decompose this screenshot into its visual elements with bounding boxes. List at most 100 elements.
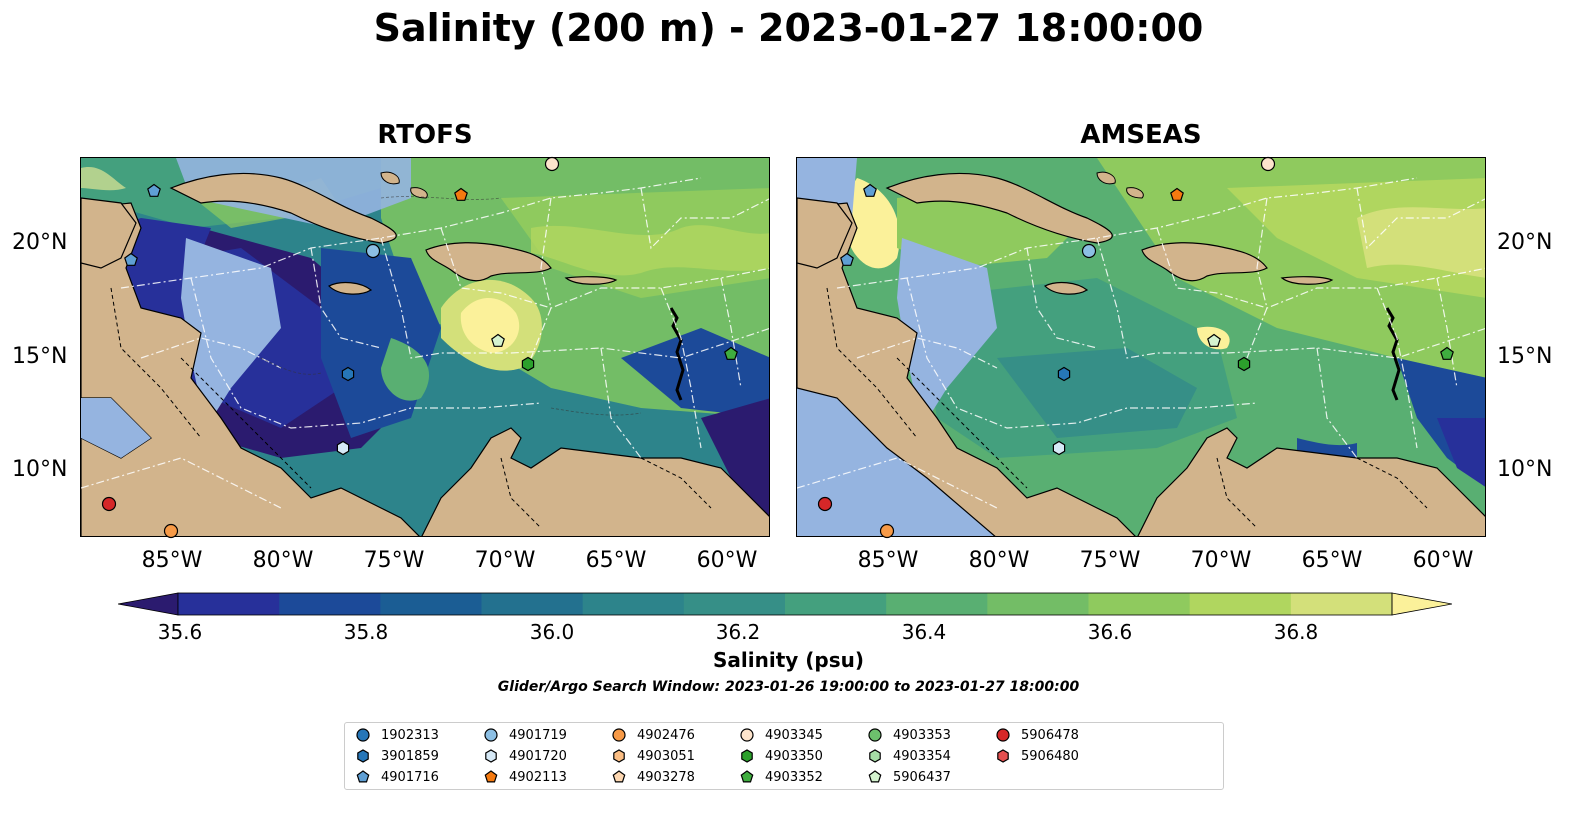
amseas-map-canvas [797, 158, 1485, 536]
legend-marker-icon [356, 770, 370, 783]
colorbar-swatch [279, 593, 381, 615]
colorbar-swatch [380, 593, 482, 615]
legend-item: 4903353 [867, 725, 951, 745]
lon-tick: 85°W [857, 548, 919, 573]
legend-marker-icon [740, 728, 754, 742]
legend-label: 5906478 [1021, 727, 1079, 743]
lat-tick: 10°N [12, 457, 68, 482]
legend-marker-4903051 [613, 749, 625, 763]
legend-label: 4901716 [381, 769, 439, 785]
legend-label: 4903354 [893, 748, 951, 764]
rtofs-map-canvas [81, 158, 769, 536]
colorbar-swatch [785, 593, 887, 615]
legend-label: 4901720 [509, 748, 567, 764]
amseas-map [796, 157, 1486, 537]
legend-marker-icon [997, 749, 1009, 763]
legend-label: 4903353 [893, 727, 951, 743]
legend-item: 4903051 [611, 746, 695, 766]
legend-marker-icon [868, 770, 882, 783]
colorbar-tick: 36.0 [529, 620, 575, 644]
legend-item: 3901859 [355, 746, 439, 766]
legend-marker-icon [612, 770, 626, 783]
legend-marker-4902113 [484, 770, 498, 783]
legend-label: 4901719 [509, 727, 567, 743]
lon-tick: 70°W [1190, 548, 1252, 573]
legend-marker-4903345 [740, 728, 754, 742]
legend-marker-icon [740, 770, 754, 783]
lat-tick: 15°N [12, 344, 68, 369]
legend-marker-icon [484, 770, 498, 783]
legend-item: 4903278 [611, 767, 695, 787]
legend-marker-1902313 [356, 728, 370, 742]
legend-marker-5906478 [996, 728, 1010, 742]
lon-tick: 80°W [968, 548, 1030, 573]
legend-item: 4903345 [739, 725, 823, 745]
legend-marker-5906437 [868, 770, 882, 783]
legend-marker-icon [996, 728, 1010, 742]
lat-tick: 20°N [1497, 230, 1553, 255]
colorbar-tick: 36.4 [901, 620, 947, 644]
legend-marker-icon [612, 728, 626, 742]
legend-marker-icon [485, 749, 497, 763]
colorbar-swatch [683, 593, 786, 615]
colorbar-tick: 36.8 [1273, 620, 1319, 644]
legend-label: 4903352 [765, 769, 823, 785]
colorbar-swatch [481, 593, 584, 615]
legend-item: 5906480 [995, 746, 1079, 766]
colorbar-label: Salinity (psu) [712, 648, 864, 672]
lon-tick: 80°W [252, 548, 314, 573]
colorbar-swatch [582, 593, 685, 615]
legend-item: 4901720 [483, 746, 567, 766]
legend-marker-icon [741, 749, 753, 763]
colorbar-tick: 36.6 [1087, 620, 1133, 644]
legend-marker-4903353 [868, 728, 882, 742]
legend-item: 5906478 [995, 725, 1079, 745]
legend-marker-4903352 [740, 770, 754, 783]
legend-item: 5906437 [867, 767, 951, 787]
colorbar-swatch [1189, 593, 1292, 615]
legend-label: 4903051 [637, 748, 695, 764]
legend-marker-icon [613, 749, 625, 763]
legend-marker-4901720 [485, 749, 497, 763]
legend-marker-4901716 [356, 770, 370, 783]
colorbar-swatch [886, 593, 988, 615]
legend-marker-4901719 [484, 728, 498, 742]
colorbar-swatch [987, 593, 1089, 615]
lon-tick: 60°W [696, 548, 758, 573]
colorbar-swatches [117, 592, 1453, 616]
legend-item: 4901716 [355, 767, 439, 787]
legend-item: 4902113 [483, 767, 567, 787]
rtofs-map [80, 157, 770, 537]
colorbar-swatch [1088, 593, 1191, 615]
legend-label: 4902476 [637, 727, 695, 743]
legend-label: 3901859 [381, 748, 439, 764]
legend-label: 4903350 [765, 748, 823, 764]
legend-item: 4901719 [483, 725, 567, 745]
legend-marker-4903354 [869, 749, 881, 763]
colorbar-swatch [178, 593, 280, 615]
legend-marker-3901859 [357, 749, 369, 763]
legend-label: 5906480 [1021, 748, 1079, 764]
lat-tick: 15°N [1497, 344, 1553, 369]
lon-tick: 75°W [1079, 548, 1141, 573]
legend-item: 1902313 [355, 725, 439, 745]
legend-label: 4902113 [509, 769, 567, 785]
legend-marker-4903278 [612, 770, 626, 783]
lon-tick: 85°W [141, 548, 203, 573]
legend-item: 4903354 [867, 746, 951, 766]
legend-item: 4903350 [739, 746, 823, 766]
legend-item: 4903352 [739, 767, 823, 787]
legend-marker-icon [484, 728, 498, 742]
lon-tick: 65°W [585, 548, 647, 573]
float-legend: 1902313 3901859 4901716 4901719 4901720 49021… [344, 722, 1224, 790]
colorbar-tick: 35.8 [343, 620, 389, 644]
colorbar-swatch [1290, 593, 1393, 615]
search-window-text: Glider/Argo Search Window: 2023-01-26 19… [497, 679, 1080, 695]
legend-marker-icon [868, 728, 882, 742]
legend-item: 4902476 [611, 725, 695, 745]
legend-marker-icon [356, 728, 370, 742]
lat-tick: 20°N [12, 230, 68, 255]
legend-marker-4903350 [741, 749, 753, 763]
legend-marker-icon [869, 749, 881, 763]
figure-title: Salinity (200 m) - 2023-01-27 18:00:00 [373, 6, 1204, 50]
